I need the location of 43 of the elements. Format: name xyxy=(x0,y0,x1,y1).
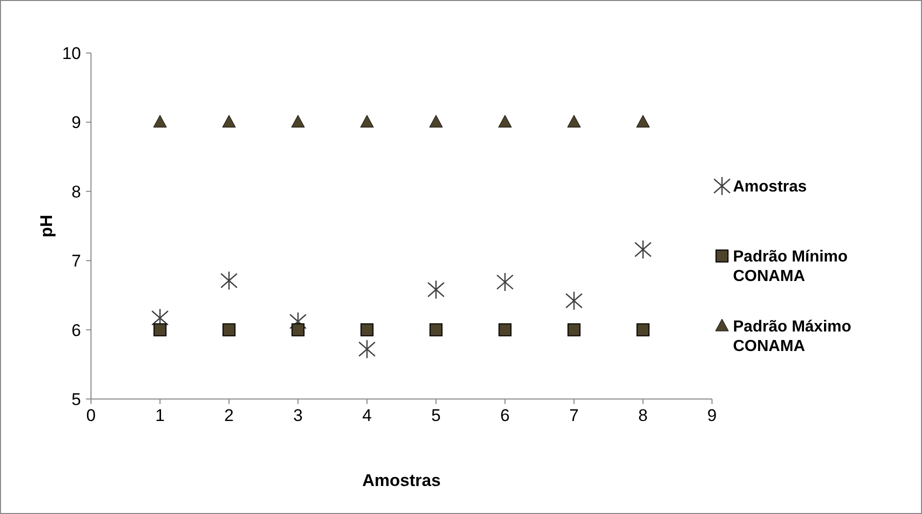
point xyxy=(291,114,305,128)
point xyxy=(567,114,581,128)
point xyxy=(636,323,650,336)
point xyxy=(222,114,236,128)
x-tick-label: 1 xyxy=(155,406,165,425)
point xyxy=(360,114,374,128)
legend-label: Amostras xyxy=(733,178,807,196)
y-tick-label: 8 xyxy=(72,182,81,202)
point xyxy=(154,323,166,336)
point xyxy=(429,114,443,128)
point xyxy=(498,323,512,336)
point xyxy=(496,272,514,292)
x-tick-label: 9 xyxy=(707,406,717,425)
x-tick-label: 0 xyxy=(86,406,96,425)
y-tick-label: 7 xyxy=(72,252,81,271)
point xyxy=(358,340,376,359)
x-tick-label: 5 xyxy=(431,406,441,425)
point xyxy=(430,323,442,336)
point xyxy=(292,323,304,336)
y-tick-label: 10 xyxy=(62,44,81,63)
y-tick-label: 6 xyxy=(72,320,81,340)
point xyxy=(427,280,445,300)
y-tick-label: 9 xyxy=(72,113,81,132)
point xyxy=(565,291,583,310)
x-tick-label: 6 xyxy=(500,406,510,425)
point xyxy=(568,323,580,336)
x-tick-label: 3 xyxy=(293,406,303,425)
point xyxy=(634,240,652,260)
x-tick-label: 8 xyxy=(638,406,648,425)
legend-label: Padrão Mínimo CONAMA xyxy=(733,248,848,285)
x-tick-label: 4 xyxy=(362,406,372,425)
point xyxy=(498,114,512,128)
x-tick-label: 7 xyxy=(569,406,579,425)
y-axis-title: pH xyxy=(37,214,56,238)
y-tick-label: 5 xyxy=(72,390,81,409)
point xyxy=(220,271,238,290)
legend-label: Padrão Máximo CONAMA xyxy=(733,318,852,355)
point xyxy=(636,114,650,128)
x-axis-title: Amostras xyxy=(362,471,441,490)
x-tick-label: 2 xyxy=(224,406,234,425)
point xyxy=(222,323,236,336)
point xyxy=(360,323,374,336)
point xyxy=(153,114,167,128)
